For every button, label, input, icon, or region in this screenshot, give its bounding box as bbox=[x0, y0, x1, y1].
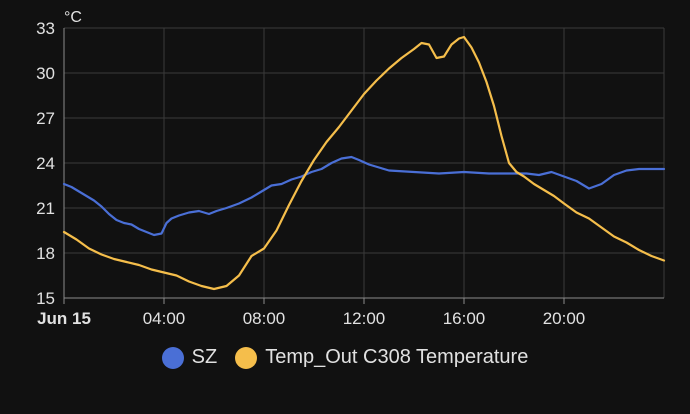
y-tick-label: 24 bbox=[36, 154, 55, 173]
legend-color-dot-icon bbox=[161, 346, 184, 369]
x-tick-label: 16:00 bbox=[443, 309, 486, 328]
series-layer bbox=[62, 35, 666, 291]
legend-item-temp-out[interactable]: Temp_Out C308 Temperature bbox=[235, 346, 528, 369]
x-tick-label: 08:00 bbox=[243, 309, 286, 328]
legend-label: SZ bbox=[191, 346, 218, 368]
legend-item-sz[interactable]: SZ bbox=[161, 346, 218, 369]
x-tick-label: 04:00 bbox=[143, 309, 186, 328]
legend-label: Temp_Out C308 Temperature bbox=[265, 346, 529, 368]
axis-layer: 15 18 21 24 27 30 33 Jun 15 04:00 08:00 12:00 16:00… bbox=[36, 19, 664, 328]
y-tick-label: 15 bbox=[36, 289, 55, 308]
y-axis-unit-label: °C bbox=[64, 9, 82, 26]
y-tick-label: 27 bbox=[36, 109, 55, 128]
x-tick-label: 12:00 bbox=[343, 309, 386, 328]
chart-legend: SZ Temp_Out C308 Temperature bbox=[0, 346, 690, 369]
y-tick-label: 30 bbox=[36, 64, 55, 83]
legend-color-dot-icon bbox=[235, 346, 258, 369]
grid-layer bbox=[63, 27, 665, 299]
series-line-sz bbox=[62, 155, 666, 237]
x-tick-label: Jun 15 bbox=[37, 309, 91, 328]
y-tick-label: 21 bbox=[36, 199, 55, 218]
y-tick-label: 18 bbox=[36, 244, 55, 263]
y-tick-label: 33 bbox=[36, 19, 55, 38]
series-line-temp-out bbox=[62, 35, 666, 291]
x-tick-label: 20:00 bbox=[543, 309, 586, 328]
